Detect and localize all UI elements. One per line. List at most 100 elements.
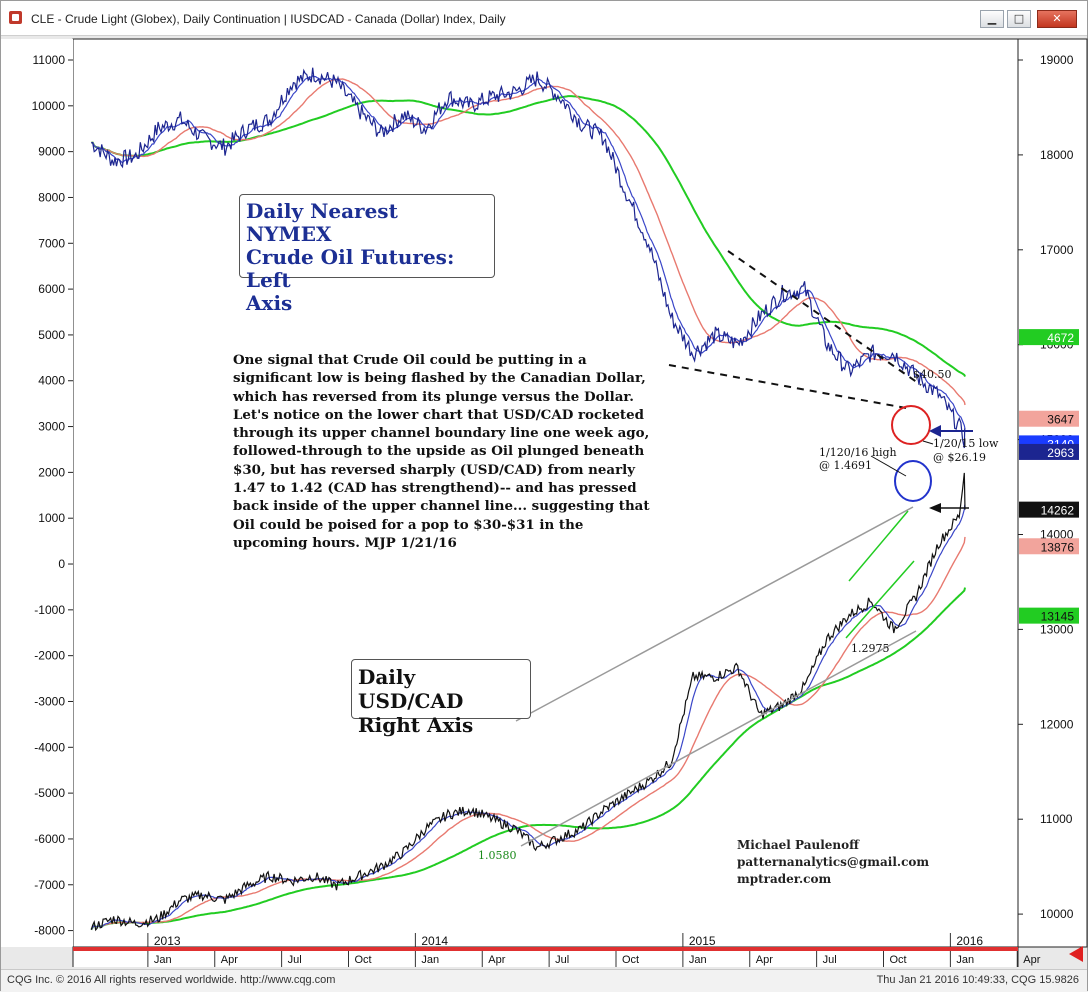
price-tag-label-1: 3647 [1047,413,1074,427]
left-tick-label-3: 8000 [38,190,65,204]
crude-title-line-2: Crude Oil Futures: Left [246,245,455,292]
usdcad-title-line-2: Right Axis [358,713,474,737]
crude-ma-fast [91,75,966,430]
left-tick-label-12: -1000 [34,603,65,617]
left-tick-label-2: 9000 [38,145,65,159]
label-low-line-2: @ $26.19 [933,451,986,464]
high-callout-line [870,455,907,477]
crude-dashed-resistance [727,250,922,386]
black-arrow-head-icon [929,503,941,513]
month-label-6: Jul [555,954,569,966]
price-tag-label-5: 13876 [1041,540,1075,554]
month-label-11: Oct [890,954,907,966]
month-label-4: Jan [421,954,439,966]
price-tag-label-6: 13145 [1041,610,1075,624]
month-label-13: Apr [1023,954,1040,966]
credit-site: mptrader.com [737,872,832,886]
right-tick-label-0: 19000 [1040,53,1074,67]
left-tick-label-13: -2000 [34,649,65,663]
price-tag-6 [1019,607,1079,624]
left-tick-label-10: 1000 [38,511,65,525]
left-tick-label-6: 5000 [38,328,65,342]
label-low-line-1: 1/20/15 low [933,437,999,450]
label-1-0580: 1.0580 [478,849,517,862]
price-tag-4 [1019,501,1079,518]
left-tick-label-4: 7000 [38,236,65,250]
right-tick-label-1: 18000 [1040,148,1074,162]
left-tick-label-0: 11000 [33,53,66,67]
right-tick-label-2: 17000 [1040,243,1074,257]
left-tick-label-1: 10000 [32,99,66,113]
crude-title-box: Daily Nearest NYMEX Crude Oil Futures: L… [239,194,495,315]
crude-price-line [91,67,966,449]
price-tag-0 [1019,329,1079,346]
left-tick-label-15: -4000 [34,740,65,754]
right-tick-label-8: 11000 [1040,812,1073,826]
right-tick-label-6: 13000 [1040,622,1074,636]
credit-email: patternanalytics@gmail.com [737,855,930,869]
month-label-1: Apr [221,954,238,966]
right-tick-label-7: 12000 [1040,717,1074,731]
month-label-8: Jan [689,954,707,966]
app-icon [9,11,22,24]
scroll-left-arrow-icon[interactable] [1069,946,1083,962]
close-button[interactable]: ✕ [1037,10,1077,28]
lower-channel-line [520,630,917,847]
crude-dashed-support [668,364,907,409]
left-tick-label-14: -3000 [34,694,65,708]
left-tick-label-16: -5000 [34,786,65,800]
left-axis-panel [1,39,73,947]
crude-title-line-3: Axis [246,291,293,315]
crude-ma-mid [91,78,966,406]
left-tick-label-8: 3000 [38,420,65,434]
usdcad-high-circle [894,460,932,502]
low-callout-line [922,440,934,445]
price-tag-1 [1019,410,1079,427]
left-tick-label-11: 0 [58,557,65,571]
year-label-1: 2014 [421,934,448,948]
label-1-2975: 1.2975 [851,642,890,655]
price-tag-5 [1019,538,1079,555]
usdcad-title-line-1: Daily USD/CAD [358,665,464,713]
chart-plot[interactable]: 1100010000900080007000600050004000300020… [1,36,1088,967]
label-high-line-1: 1/120/16 high [819,446,897,459]
left-tick-label-17: -6000 [34,832,65,846]
maximize-button[interactable]: □ [1007,10,1031,28]
status-bar: CQG Inc. © 2016 All rights reserved worl… [1,969,1087,992]
year-label-2: 2015 [689,934,716,948]
plot-area [72,38,1019,948]
left-tick-label-5: 6000 [38,282,65,296]
author-credit: Michael Paulenoff patternanalytics@gmail… [737,837,929,888]
left-tick-label-18: -7000 [34,878,65,892]
credit-name: Michael Paulenoff [737,838,859,852]
month-label-0: Jan [154,954,172,966]
price-tag-label-4: 14262 [1041,504,1075,518]
price-tag-label-3: 2963 [1047,446,1074,460]
window-title: CLE - Crude Light (Globex), Daily Contin… [31,12,506,26]
label-40-50: $40.50 [913,368,952,381]
crude-title-line-1: Daily Nearest NYMEX [246,199,398,246]
minimize-button[interactable]: ▁ [980,10,1004,28]
usdcad-title-box: Daily USD/CAD Right Axis [351,659,531,737]
commentary-text: One signal that Crude Oil could be putti… [233,352,650,551]
price-tag-label-0: 4672 [1047,331,1074,345]
usdcad-price-line [90,472,966,932]
timestamp-text: Thu Jan 21 2016 10:49:33, CQG 15.9826 [876,974,1079,986]
left-tick-label-7: 4000 [38,374,65,388]
title-bar[interactable]: CLE - Crude Light (Globex), Daily Contin… [1,1,1087,36]
month-label-3: Oct [355,954,372,966]
left-tick-label-9: 2000 [38,465,65,479]
month-label-7: Oct [622,954,639,966]
copyright-text: CQG Inc. © 2016 All rights reserved worl… [7,974,336,986]
year-label-3: 2016 [956,934,983,948]
usdcad-ma-fast [90,504,966,931]
year-label-0: 2013 [154,934,181,948]
blue-arrow-head-icon [929,425,941,437]
x-axis-strip [73,947,1018,951]
right-tick-label-9: 10000 [1040,907,1074,921]
label-high-line-2: @ 1.4691 [819,459,872,472]
price-tag-3 [1019,443,1079,460]
month-label-9: Apr [756,954,773,966]
right-axis-panel [1017,38,1088,948]
